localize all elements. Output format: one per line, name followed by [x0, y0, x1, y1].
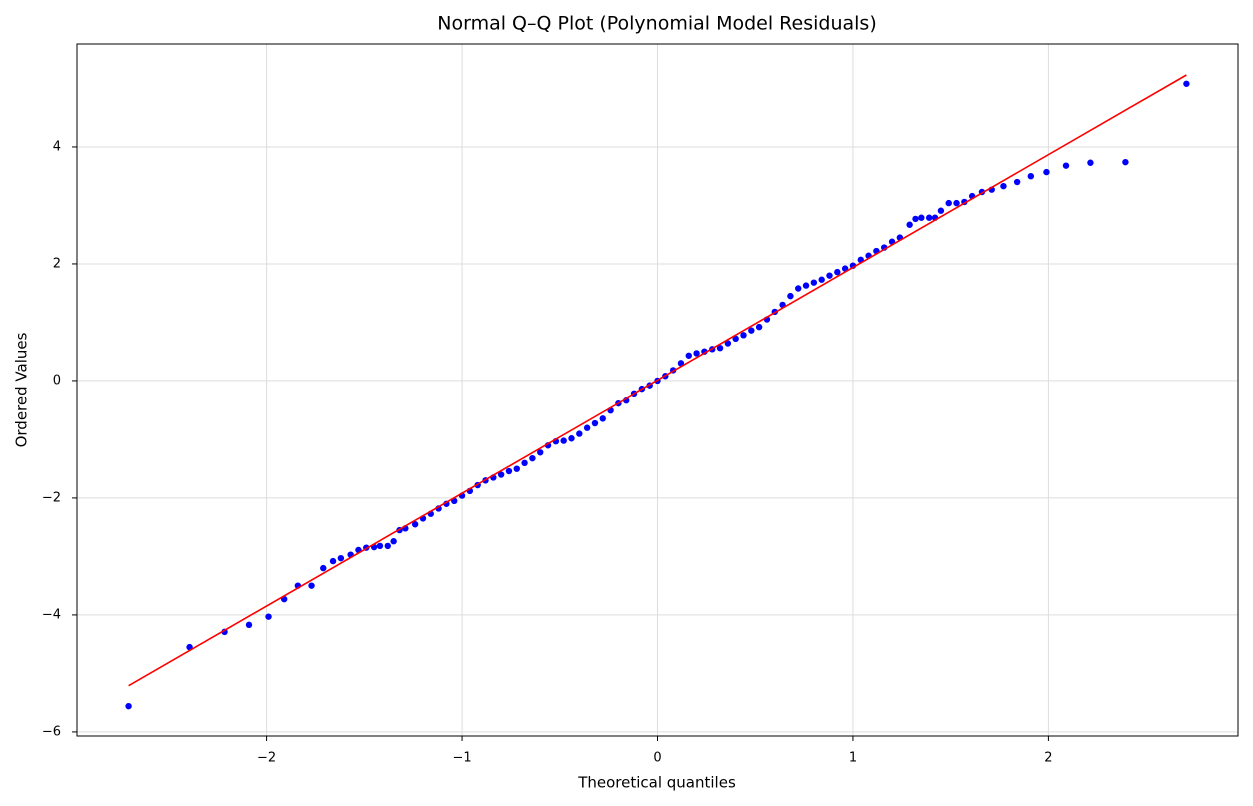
y-tick-label: −6 [42, 724, 61, 739]
point [1183, 80, 1190, 87]
point [411, 521, 419, 528]
point [125, 702, 132, 710]
point [826, 272, 833, 279]
point [497, 471, 505, 478]
point [810, 279, 818, 286]
y-tick-label: 0 [53, 373, 61, 388]
point [685, 352, 692, 359]
point [716, 344, 724, 352]
point [513, 465, 520, 472]
point [329, 557, 337, 565]
point [918, 214, 925, 221]
point [740, 332, 747, 339]
point [834, 268, 841, 276]
point [568, 435, 575, 442]
point [560, 437, 567, 444]
x-tick-label: −2 [257, 751, 276, 766]
fit-line [128, 74, 1187, 687]
point [337, 554, 345, 562]
point [591, 419, 599, 427]
point [1043, 168, 1050, 176]
x-tick-label: −1 [452, 751, 471, 766]
x-tick-label: 0 [653, 751, 661, 766]
point [912, 215, 919, 223]
plot-frame [76, 43, 1239, 737]
y-axis-label: Ordered Values [13, 332, 31, 447]
point [583, 424, 591, 431]
point [724, 340, 732, 347]
point [320, 564, 327, 572]
point [953, 199, 960, 207]
chart-title: Normal Q–Q Plot (Polynomial Model Residu… [437, 13, 876, 35]
point [748, 327, 755, 334]
point [1000, 182, 1007, 190]
point [937, 207, 945, 214]
point [787, 292, 794, 300]
point [390, 538, 397, 545]
x-axis-label: Theoretical quantiles [577, 774, 736, 792]
point [1122, 158, 1129, 166]
point [521, 459, 528, 467]
point [732, 335, 739, 343]
point [308, 582, 315, 589]
point [1062, 162, 1070, 169]
point [755, 323, 763, 331]
point [529, 454, 536, 462]
point [818, 276, 825, 283]
y-tick-label: 4 [53, 139, 61, 154]
point [1027, 172, 1035, 180]
x-tick-label: 1 [849, 751, 857, 766]
point [265, 613, 272, 620]
y-tick-label: −2 [42, 490, 61, 505]
point [795, 285, 802, 292]
point [576, 430, 583, 437]
point [505, 467, 513, 475]
point [384, 542, 391, 550]
point [925, 214, 933, 221]
point [537, 449, 544, 456]
point [376, 542, 384, 550]
point [906, 221, 913, 228]
y-tick-label: 2 [53, 256, 61, 271]
point [1087, 159, 1094, 166]
y-tick-label: −4 [42, 607, 61, 622]
point [802, 282, 810, 289]
point [693, 350, 700, 357]
x-tick-label: 2 [1044, 751, 1052, 766]
point [245, 621, 253, 629]
point [599, 415, 606, 422]
point [1013, 178, 1021, 186]
point [945, 199, 952, 207]
